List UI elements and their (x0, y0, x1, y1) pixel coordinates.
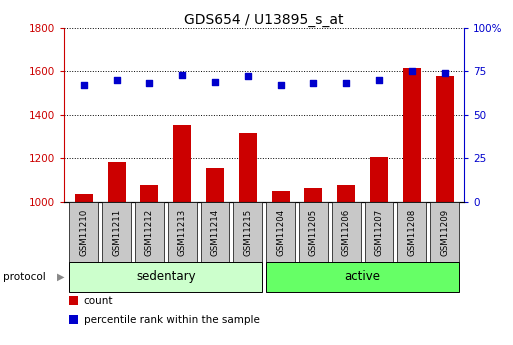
Bar (304, 188, 322, 202)
Text: sedentary: sedentary (136, 270, 195, 283)
FancyBboxPatch shape (365, 202, 393, 262)
FancyBboxPatch shape (168, 202, 196, 262)
Text: protocol: protocol (3, 272, 45, 282)
Bar (370, 157, 388, 202)
FancyBboxPatch shape (266, 202, 295, 262)
Text: GSM11207: GSM11207 (374, 208, 384, 256)
Text: GSM11210: GSM11210 (80, 208, 88, 256)
Point (375, 77, 383, 83)
Bar (403, 68, 421, 202)
Text: count: count (84, 296, 113, 306)
FancyBboxPatch shape (430, 202, 459, 262)
FancyBboxPatch shape (201, 202, 229, 262)
FancyBboxPatch shape (69, 262, 262, 292)
Bar (337, 185, 355, 202)
Point (441, 70, 449, 76)
Bar (436, 76, 453, 202)
Text: GSM11206: GSM11206 (342, 208, 351, 256)
FancyBboxPatch shape (69, 202, 98, 262)
Bar (75, 194, 93, 202)
Point (178, 72, 186, 77)
Text: ▶: ▶ (57, 272, 65, 282)
Text: GSM11212: GSM11212 (145, 208, 154, 256)
Title: GDS654 / U13895_s_at: GDS654 / U13895_s_at (185, 12, 344, 27)
Bar (206, 168, 224, 202)
Bar (141, 186, 159, 202)
FancyBboxPatch shape (266, 262, 459, 292)
Point (277, 82, 285, 88)
Bar (173, 125, 191, 202)
Point (80, 82, 88, 88)
Bar (108, 161, 126, 202)
Bar (271, 191, 290, 202)
Text: GSM11209: GSM11209 (440, 208, 449, 256)
Text: GSM11215: GSM11215 (243, 208, 252, 256)
Text: GSM11204: GSM11204 (276, 208, 285, 256)
Point (145, 81, 153, 86)
FancyBboxPatch shape (332, 202, 361, 262)
Text: GSM11213: GSM11213 (177, 208, 187, 256)
Text: GSM11211: GSM11211 (112, 208, 121, 256)
Text: GSM11214: GSM11214 (210, 208, 220, 256)
Text: active: active (345, 270, 381, 283)
Point (112, 77, 121, 83)
FancyBboxPatch shape (135, 202, 164, 262)
Text: GSM11205: GSM11205 (309, 208, 318, 256)
Point (211, 79, 219, 85)
Bar (239, 133, 257, 202)
Point (309, 81, 318, 86)
FancyBboxPatch shape (299, 202, 328, 262)
Text: GSM11208: GSM11208 (407, 208, 416, 256)
Point (342, 81, 350, 86)
FancyBboxPatch shape (233, 202, 262, 262)
Point (244, 73, 252, 79)
Text: percentile rank within the sample: percentile rank within the sample (84, 315, 260, 325)
FancyBboxPatch shape (102, 202, 131, 262)
Point (408, 68, 416, 74)
FancyBboxPatch shape (398, 202, 426, 262)
